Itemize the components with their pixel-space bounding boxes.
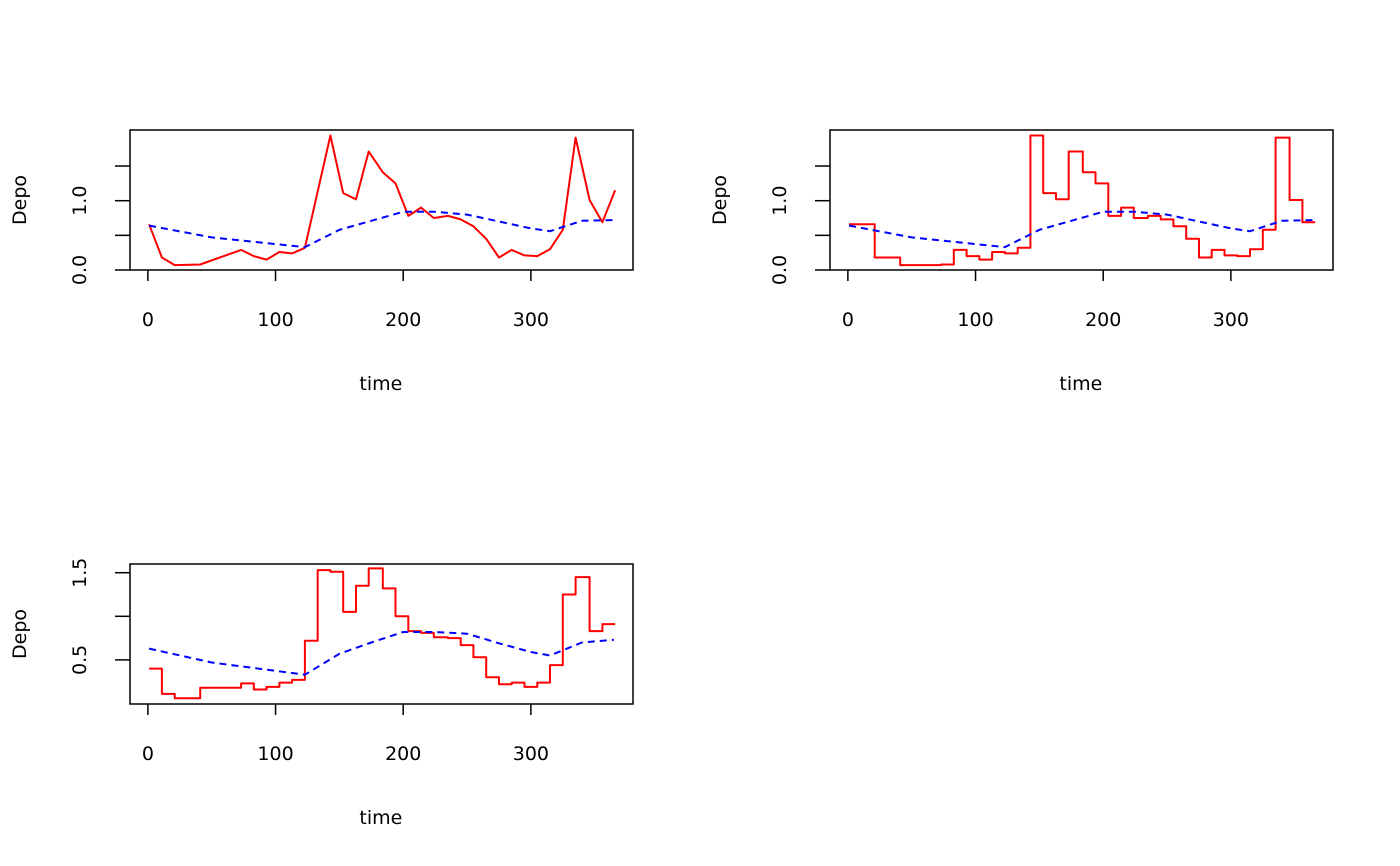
- x-tick-label: 0: [142, 309, 154, 331]
- x-tick-label: 300: [513, 743, 549, 765]
- observed-series-line: [149, 567, 616, 700]
- y-tick-label: 1.5: [69, 558, 91, 588]
- y-axis-label: Depo: [9, 609, 31, 659]
- y-tick-label: 1.0: [69, 186, 91, 216]
- y-tick-label: 0.0: [69, 255, 91, 285]
- x-tick-label: 100: [257, 309, 293, 331]
- x-tick-label: 200: [1085, 309, 1121, 331]
- observed-series-line: [849, 134, 1316, 267]
- x-tick-label: 300: [513, 309, 549, 331]
- x-tick-label: 0: [842, 309, 854, 331]
- y-tick-label: 1.0: [769, 186, 791, 216]
- x-tick-label: 0: [142, 743, 154, 765]
- y-axis-label: Depo: [9, 175, 31, 225]
- x-tick-label: 200: [385, 309, 421, 331]
- panel-1: 0 100 200 300 0.0 1.0 time Depo: [9, 129, 634, 395]
- y-tick-label: 0.0: [769, 255, 791, 285]
- x-tick-label: 100: [957, 309, 993, 331]
- plot-box: [129, 129, 634, 271]
- panel-3: 0 100 200 300 0.5 1.5 time Depo: [9, 558, 634, 829]
- smooth-series-line: [148, 210, 614, 249]
- x-tick-label: 100: [257, 743, 293, 765]
- panel-2: 0 100 200 300 0.0 1.0 time Depo: [709, 129, 1334, 395]
- x-axis-label: time: [359, 373, 402, 395]
- x-tick-label: 200: [385, 743, 421, 765]
- x-tick-label: 300: [1213, 309, 1249, 331]
- x-axis-label: time: [1059, 373, 1102, 395]
- observed-series-line: [148, 134, 617, 267]
- y-axis-label: Depo: [709, 175, 731, 225]
- smooth-series-line: [148, 631, 614, 676]
- smooth-series-line: [848, 210, 1314, 249]
- plot-box: [129, 563, 634, 705]
- x-axis-label: time: [359, 807, 402, 829]
- y-tick-label: 0.5: [69, 645, 91, 675]
